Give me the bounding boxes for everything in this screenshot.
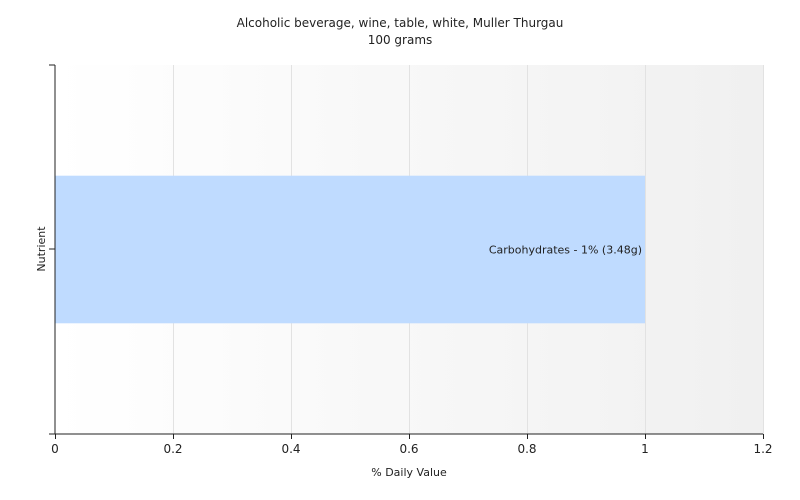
x-tick-label: 0.2 bbox=[163, 442, 182, 456]
x-ticks: 0 0.2 0.4 0.6 0.8 1 1.2 bbox=[51, 434, 773, 456]
x-tick-label: 0.6 bbox=[399, 442, 418, 456]
x-tick-label: 1 bbox=[641, 442, 649, 456]
chart-title: Alcoholic beverage, wine, table, white, … bbox=[237, 16, 564, 30]
y-axis-label: Nutrient bbox=[35, 226, 48, 272]
bars: Carbohydrates - 1% (3.48g) bbox=[55, 175, 645, 324]
x-tick-label: 0.8 bbox=[517, 442, 536, 456]
x-tick-label: 0 bbox=[51, 442, 59, 456]
chart-subtitle: 100 grams bbox=[368, 33, 433, 47]
x-tick-label: 1.2 bbox=[753, 442, 772, 456]
x-tick-label: 0.4 bbox=[281, 442, 300, 456]
bar-data-label: Carbohydrates - 1% (3.48g) bbox=[489, 244, 642, 257]
x-axis-label: % Daily Value bbox=[371, 466, 447, 479]
bar bbox=[55, 175, 645, 324]
